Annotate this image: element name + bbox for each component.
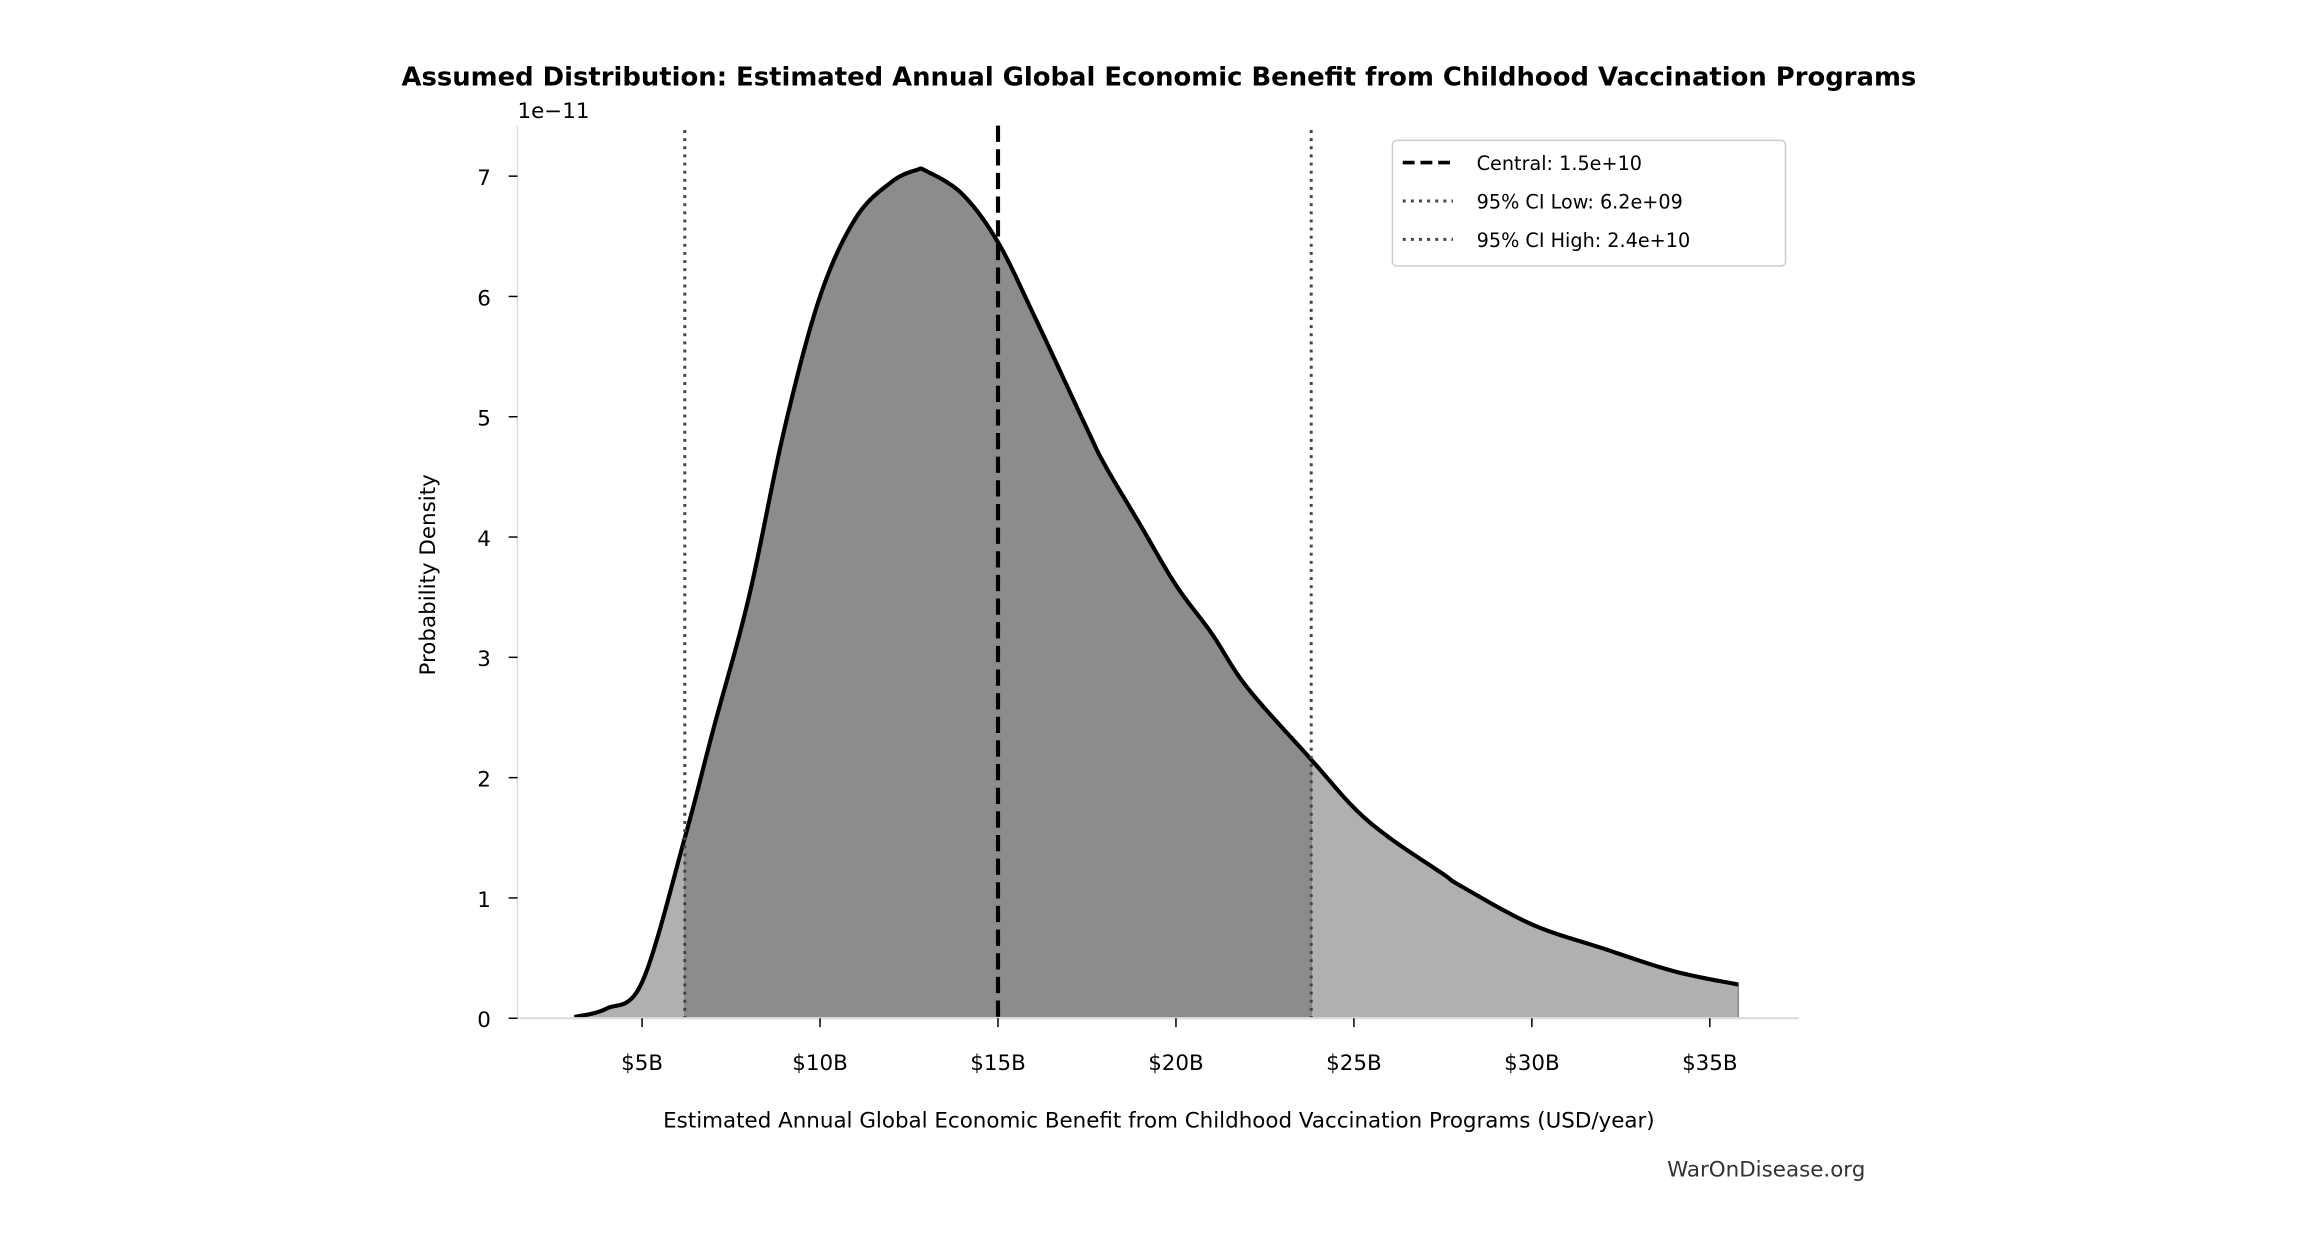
density-curve — [573, 166, 1739, 1020]
right-tail-fill — [1310, 757, 1740, 1019]
x-tick-label: $5B — [621, 1051, 663, 1076]
legend-label-central: Central: 1.5e+10 — [1477, 152, 1642, 175]
y-axis: 0 1 2 3 4 5 6 7 — [477, 166, 518, 1033]
x-axis: $5B $10B $15B $20B $25B $30B $35B — [621, 1018, 1738, 1076]
x-tick-label: $20B — [1148, 1051, 1204, 1076]
chart-title: Assumed Distribution: Estimated Annual G… — [401, 63, 1916, 93]
y-tick-label: 6 — [477, 286, 491, 311]
x-tick-label: $15B — [970, 1051, 1026, 1076]
y-tick-label: 1 — [477, 888, 491, 913]
legend-box — [1391, 139, 1787, 267]
y-tick-label: 0 — [477, 1008, 491, 1033]
x-tick-label: $10B — [792, 1051, 848, 1076]
x-tick-label: $25B — [1326, 1051, 1382, 1076]
y-tick-label: 5 — [477, 407, 491, 432]
y-tick-label: 2 — [477, 768, 491, 793]
y-tick-label: 3 — [477, 647, 491, 672]
y-tick-label: 7 — [477, 166, 491, 191]
legend-label-ci-low: 95% CI Low: 6.2e+09 — [1477, 190, 1683, 213]
plot-area — [573, 125, 1740, 1020]
ci-region-fill — [684, 168, 1312, 1019]
y-axis-label: Probability Density — [416, 474, 441, 676]
y-scale-label: 1e−11 — [518, 99, 590, 124]
y-tick-label: 4 — [477, 527, 491, 552]
x-axis-label: Estimated Annual Global Economic Benefit… — [663, 1109, 1654, 1134]
x-tick-label: $35B — [1682, 1051, 1738, 1076]
legend-label-ci-high: 95% CI High: 2.4e+10 — [1477, 229, 1691, 252]
left-tail-fill — [573, 837, 686, 1019]
legend: Central: 1.5e+10 95% CI Low: 6.2e+09 95%… — [1391, 139, 1787, 267]
watermark: WarOnDisease.org — [1667, 1157, 1865, 1182]
x-tick-label: $30B — [1504, 1051, 1560, 1076]
